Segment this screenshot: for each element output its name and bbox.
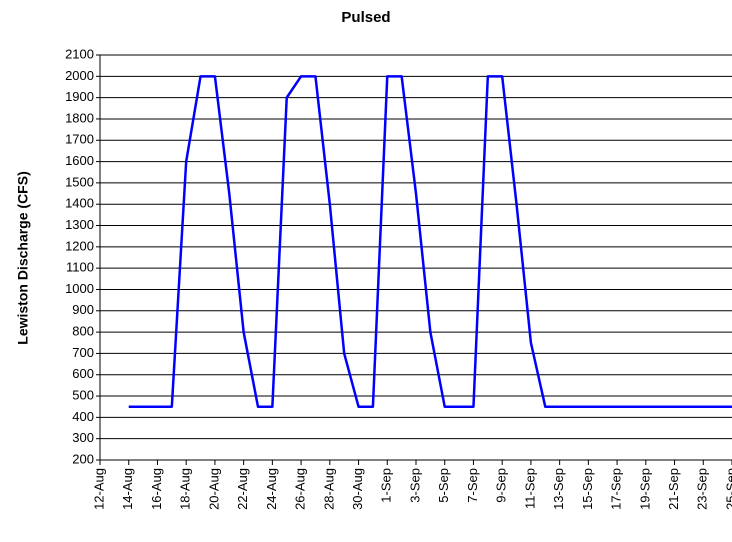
y-tick-label: 300 — [72, 430, 94, 445]
y-tick-label: 1400 — [65, 196, 94, 211]
y-tick-label: 900 — [72, 302, 94, 317]
y-tick-label: 500 — [72, 387, 94, 402]
x-tick-label: 1-Sep — [379, 468, 394, 503]
y-axis-label: Lewiston Discharge (CFS) — [15, 171, 31, 344]
x-tick-label: 17-Sep — [609, 468, 624, 510]
x-tick-label: 20-Aug — [206, 468, 221, 510]
y-tick-label: 800 — [72, 324, 94, 339]
x-tick-label: 13-Sep — [551, 468, 566, 510]
y-tick-label: 1900 — [65, 89, 94, 104]
y-tick-label: 1000 — [65, 281, 94, 296]
y-tick-label: 700 — [72, 345, 94, 360]
y-tick-label: 400 — [72, 409, 94, 424]
y-tick-label: 200 — [72, 451, 94, 466]
x-tick-label: 7-Sep — [465, 468, 480, 503]
x-tick-label: 22-Aug — [235, 468, 250, 510]
y-tick-label: 1500 — [65, 174, 94, 189]
x-tick-label: 15-Sep — [580, 468, 595, 510]
x-tick-label: 28-Aug — [321, 468, 336, 510]
y-tick-label: 1700 — [65, 132, 94, 147]
x-tick-label: 25-Sep — [723, 468, 732, 510]
x-tick-label: 16-Aug — [149, 468, 164, 510]
x-tick-label: 9-Sep — [494, 468, 509, 503]
x-tick-label: 21-Sep — [666, 468, 681, 510]
x-tick-label: 19-Sep — [637, 468, 652, 510]
data-line — [128, 75, 732, 408]
y-tick-label: 1600 — [65, 153, 94, 168]
y-tick-label: 2000 — [65, 68, 94, 83]
y-tick-label: 1100 — [66, 260, 94, 275]
x-tick-label: 26-Aug — [293, 468, 308, 510]
chart-title: Pulsed — [341, 9, 390, 26]
y-tick-label: 600 — [72, 366, 94, 381]
x-tick-label: 14-Aug — [120, 468, 135, 510]
y-tick-label: 1300 — [65, 217, 94, 232]
y-tick-label: 1800 — [65, 110, 94, 125]
x-tick-label: 23-Sep — [695, 468, 710, 510]
y-tick-label: 2100 — [65, 46, 94, 61]
x-tick-label: 11-Sep — [522, 468, 537, 509]
x-tick-label: 18-Aug — [178, 468, 193, 510]
x-tick-label: 5-Sep — [436, 468, 451, 503]
y-tick-label: 1200 — [65, 238, 94, 253]
x-tick-label: 12-Aug — [91, 468, 106, 510]
x-tick-label: 24-Aug — [264, 468, 279, 510]
x-tick-label: 3-Sep — [407, 468, 422, 503]
x-tick-label: 30-Aug — [350, 468, 365, 510]
